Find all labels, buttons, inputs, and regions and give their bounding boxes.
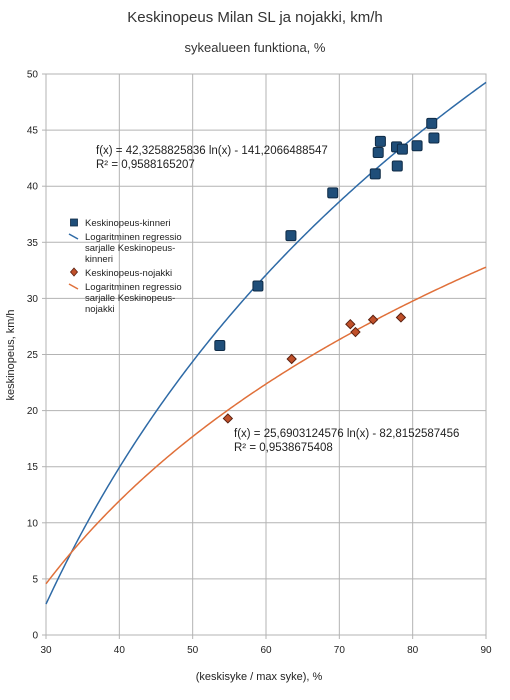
legend-label: sarjalle Keskinopeus- — [85, 293, 175, 304]
data-point-diamond — [395, 312, 407, 323]
trendline-equation-kinneri: f(x) = 42,3258825836 ln(x) - 141,2066488… — [96, 145, 328, 157]
data-points — [214, 117, 440, 424]
data-point-diamond — [345, 318, 356, 330]
y-tick-label: 35 — [27, 238, 39, 249]
legend-label: kinneri — [85, 254, 113, 265]
legend-marker-diamond — [69, 267, 79, 277]
trendline-equation-nojakki: f(x) = 25,6903124576 ln(x) - 82,81525874… — [234, 428, 459, 440]
data-point-diamond — [350, 326, 361, 338]
data-point-square — [369, 168, 381, 180]
trendlines — [45, 81, 487, 605]
data-point-diamond — [286, 353, 297, 365]
data-point-square — [426, 117, 438, 129]
y-tick-label: 50 — [27, 70, 39, 81]
chart-title: Keskinopeus Milan SL ja nojakki, km/h — [127, 9, 383, 26]
axis-ticks: 0 5 10 15 20 25 30 35 40 45 50 30 40 50 60 70 80 90 — [27, 70, 492, 657]
legend-label: nojakki — [85, 304, 115, 315]
y-axis-label: keskinopeus, km/h — [5, 309, 17, 400]
y-tick-label: 45 — [27, 126, 39, 137]
data-point-square — [285, 230, 297, 242]
trendline-r2-kinneri: R² = 0,9588165207 — [96, 159, 195, 171]
data-point-square — [374, 135, 386, 147]
x-tick-label: 30 — [40, 645, 52, 656]
plot-border — [45, 73, 487, 636]
x-axis-label: (keskisyke / max syke), % — [196, 671, 323, 683]
trendline-1 — [45, 266, 487, 585]
data-point-square — [372, 147, 384, 159]
legend-marker-square — [70, 218, 78, 227]
data-point-square — [252, 280, 264, 292]
data-point-square — [428, 132, 440, 144]
trendline-0 — [45, 81, 487, 605]
x-tick-label: 70 — [334, 645, 346, 656]
chart-subtitle: sykealueen funktiona, % — [184, 40, 326, 55]
x-tick-label: 80 — [407, 645, 419, 656]
x-tick-label: 90 — [480, 645, 492, 656]
x-tick-label: 40 — [114, 645, 126, 656]
y-tick-label: 15 — [27, 462, 39, 473]
data-point-diamond — [367, 314, 379, 325]
trendline-r2-nojakki: R² = 0,9538675408 — [234, 442, 333, 454]
y-tick-label: 20 — [27, 406, 39, 417]
legend-marker-line — [68, 233, 79, 240]
y-tick-label: 0 — [32, 631, 38, 642]
y-tick-label: 25 — [27, 350, 39, 361]
data-point-square — [396, 143, 408, 155]
y-tick-label: 10 — [27, 518, 39, 529]
data-point-diamond — [222, 413, 234, 424]
data-point-square — [327, 187, 339, 199]
legend-label: Keskinopeus-nojakki — [85, 268, 172, 279]
legend-label: sarjalle Keskinopeus- — [85, 243, 175, 254]
legend-label: Logaritminen regressio — [85, 282, 182, 293]
y-tick-label: 5 — [32, 574, 38, 585]
data-point-square — [411, 140, 423, 152]
y-tick-label: 30 — [27, 294, 39, 305]
legend: Keskinopeus-kinneri Logaritminen regressi… — [68, 218, 182, 315]
legend-marker-line — [68, 283, 79, 290]
data-point-square — [391, 160, 403, 172]
y-tick-label: 40 — [27, 182, 39, 193]
x-tick-label: 60 — [260, 645, 272, 656]
x-tick-label: 50 — [187, 645, 199, 656]
grid-lines — [42, 73, 487, 639]
legend-label: Keskinopeus-kinneri — [85, 218, 171, 229]
legend-label: Logaritminen regressio — [85, 232, 182, 243]
data-point-square — [214, 340, 226, 352]
